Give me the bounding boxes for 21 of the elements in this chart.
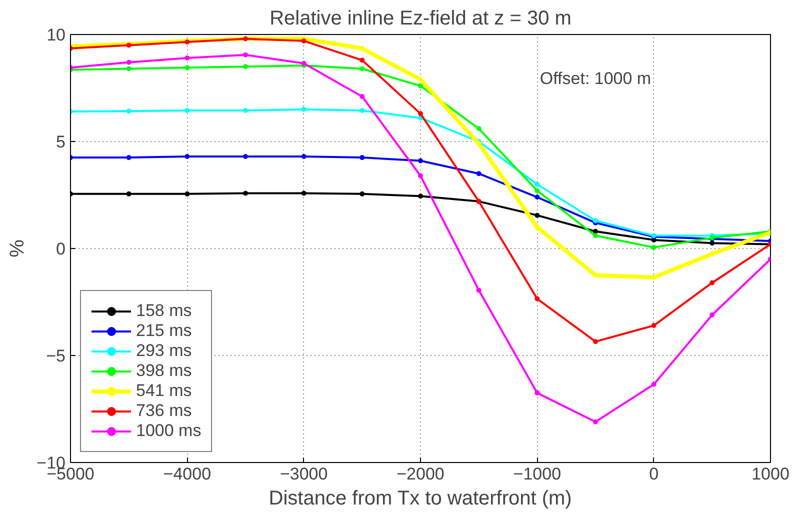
x-axis-title: Distance from Tx to waterfront (m)	[268, 488, 572, 510]
y-axis-title: %	[6, 239, 29, 258]
x-tick-label: −2000	[396, 464, 444, 484]
x-tick-label: −1000	[513, 464, 562, 484]
y-tick-label: 5	[56, 132, 66, 152]
legend-label: 1000 ms	[136, 421, 202, 441]
legend-label: 398 ms	[136, 361, 192, 381]
legend-label: 215 ms	[136, 321, 192, 341]
legend-label: 293 ms	[136, 341, 192, 361]
legend-label: 158 ms	[136, 301, 192, 321]
x-tick-label: −3000	[280, 464, 328, 484]
legend-label: 736 ms	[136, 401, 192, 421]
x-tick-label: 1000	[752, 464, 790, 484]
annotation: Offset: 1000 m	[540, 69, 652, 88]
legend-label: 541 ms	[136, 381, 192, 401]
x-tick-label: 0	[649, 464, 659, 484]
chart-title: Relative inline Ez-field at z = 30 m	[270, 8, 572, 30]
x-tick-label: −4000	[163, 464, 212, 484]
y-tick-label: −5	[46, 346, 66, 366]
y-tick-label: 0	[56, 240, 66, 258]
y-tick-label: 10	[46, 26, 66, 44]
